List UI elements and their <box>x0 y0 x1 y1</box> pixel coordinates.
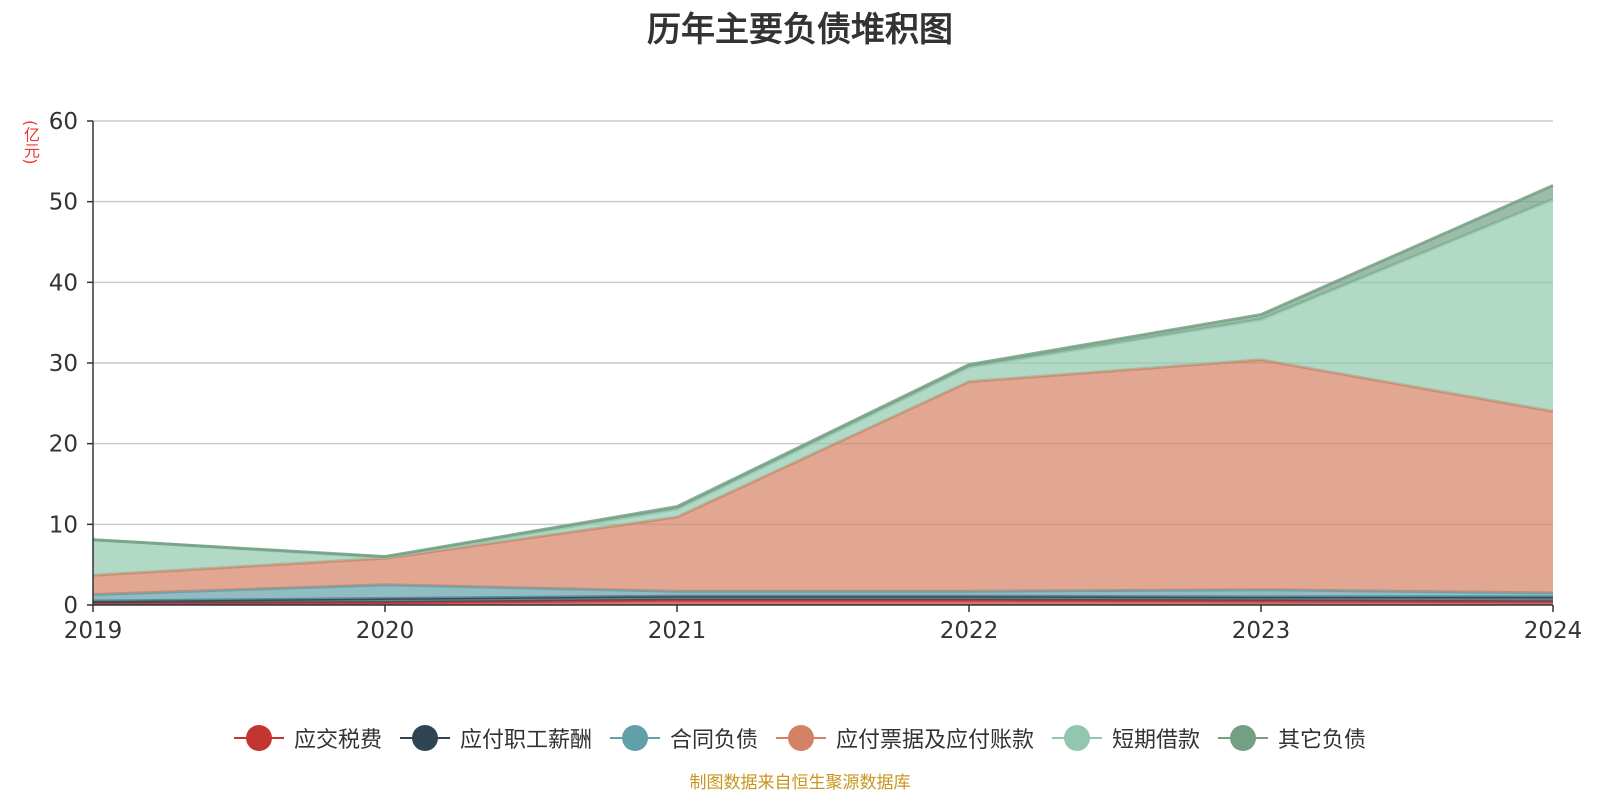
area-series-3 <box>93 359 1553 595</box>
y-tick-label: 0 <box>63 593 78 619</box>
y-axis-unit-label: (亿元) <box>21 120 40 165</box>
legend-marker-icon <box>1052 725 1103 751</box>
legend-item-2[interactable]: 合同负债 <box>609 722 758 754</box>
legend-item-1[interactable]: 应付职工薪酬 <box>399 722 592 754</box>
stacked-areas <box>92 184 1554 605</box>
chart-title: 历年主要负债堆积图 <box>647 10 953 50</box>
area-series-2 <box>93 584 1553 601</box>
legend-label: 应交税费 <box>293 728 382 753</box>
x-tick-label: 2024 <box>1524 618 1583 644</box>
y-tick-label: 10 <box>49 512 78 538</box>
legend-label: 应付票据及应付账款 <box>836 728 1035 753</box>
legend-item-4[interactable]: 短期借款 <box>1052 722 1200 754</box>
legend-label: 短期借款 <box>1112 728 1201 753</box>
y-tick-label: 50 <box>49 190 78 216</box>
legend-item-5[interactable]: 其它负债 <box>1218 722 1366 754</box>
legend-label: 应付职工薪酬 <box>459 728 592 753</box>
legend-marker-icon <box>233 725 284 751</box>
y-tick-label: 60 <box>49 109 78 135</box>
x-tick-label: 2022 <box>940 618 999 644</box>
legend-marker-icon <box>1218 725 1269 751</box>
legend-marker-icon <box>776 725 826 751</box>
x-tick-label: 2020 <box>356 618 415 644</box>
source-note: 制图数据来自恒生聚源数据库 <box>689 773 911 793</box>
x-tick-label: 2023 <box>1232 618 1291 644</box>
y-tick-label: 40 <box>49 270 78 296</box>
series-line-5 <box>92 184 1554 559</box>
y-tick-label: 20 <box>49 432 78 458</box>
x-tick-label: 2019 <box>64 618 123 644</box>
legend-marker-icon <box>399 725 450 751</box>
legend: 应交税费 应付职工薪酬 合同负债 应付票据及应付账款 短期借款 其它负债 <box>0 722 1600 754</box>
axes: 0 10 20 30 40 50 60 2019 2020 2021 2022 2023 2024 <box>49 109 1583 644</box>
legend-label: 其它负债 <box>1278 728 1367 753</box>
legend-item-3[interactable]: 应付票据及应付账款 <box>776 722 1034 754</box>
y-tick-label: 30 <box>49 351 78 377</box>
legend-marker-icon <box>609 725 660 751</box>
x-tick-label: 2021 <box>648 618 707 644</box>
legend-item-0[interactable]: 应交税费 <box>233 722 382 754</box>
legend-label: 合同负债 <box>669 728 758 753</box>
